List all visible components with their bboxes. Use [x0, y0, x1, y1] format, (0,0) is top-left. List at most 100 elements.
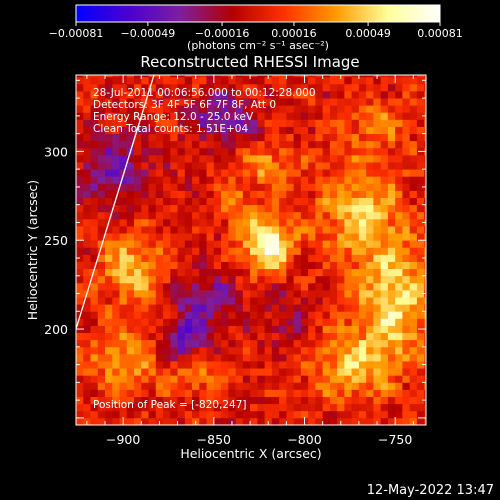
heatmap-cell — [329, 304, 338, 312]
heatmap-cell — [155, 297, 164, 305]
heatmap-cell — [387, 169, 396, 177]
heatmap-cell — [308, 353, 316, 362]
heatmap-cell — [105, 211, 113, 220]
heatmap-image — [76, 75, 426, 425]
heatmap-cell — [315, 147, 324, 156]
heatmap-cell — [409, 346, 418, 355]
heatmap-cell — [373, 112, 382, 120]
heatmap-cell — [177, 353, 186, 362]
heatmap-cell — [315, 112, 324, 120]
heatmap-cell — [257, 176, 265, 184]
heatmap-cell — [112, 275, 120, 284]
heatmap-cell — [184, 140, 193, 149]
heatmap-cell — [126, 98, 135, 106]
heatmap-cell — [76, 119, 84, 127]
heatmap-cell — [141, 389, 149, 397]
heatmap-cell — [213, 76, 222, 85]
heatmap-cell — [279, 318, 287, 326]
heatmap-cell — [170, 176, 178, 184]
heatmap-cell — [213, 275, 222, 284]
heatmap-cell — [155, 126, 164, 135]
heatmap-cell — [344, 389, 353, 397]
heatmap-cell — [409, 403, 418, 412]
heatmap-cell — [322, 268, 331, 277]
heatmap-cell — [264, 261, 273, 270]
heatmap-cell — [242, 183, 251, 191]
heatmap-cell — [424, 90, 426, 99]
heatmap-cell — [126, 83, 135, 92]
heatmap-cell — [402, 83, 411, 92]
heatmap-cell — [329, 83, 338, 92]
heatmap-cell — [387, 176, 396, 184]
heatmap-cell — [148, 375, 157, 383]
heatmap-cell — [242, 417, 251, 425]
heatmap-cell — [279, 268, 287, 277]
heatmap-cell — [402, 410, 411, 419]
heatmap-cell — [213, 289, 222, 298]
heatmap-cell — [155, 396, 164, 405]
heatmap-cell — [264, 162, 273, 170]
heatmap-cell — [112, 218, 120, 227]
heatmap-cell — [76, 169, 84, 177]
heatmap-cell — [337, 76, 345, 85]
heatmap-cell — [199, 311, 207, 319]
heatmap-cell — [373, 396, 382, 405]
heatmap-cell — [235, 204, 244, 213]
heatmap-cell — [250, 403, 258, 412]
heatmap-cell — [126, 389, 135, 397]
heatmap-cell — [402, 275, 411, 284]
heatmap-cell — [402, 332, 411, 341]
heatmap-cell — [315, 183, 324, 191]
heatmap-cell — [155, 112, 164, 120]
heatmap-cell — [416, 254, 425, 262]
heatmap-cell — [242, 204, 251, 213]
heatmap-cell — [105, 289, 113, 298]
heatmap-cell — [170, 375, 178, 383]
heatmap-cell — [112, 297, 120, 305]
heatmap-cell — [148, 147, 157, 156]
heatmap-cell — [366, 261, 374, 270]
heatmap-cell — [257, 233, 265, 241]
heatmap-cell — [424, 403, 426, 412]
heatmap-cell — [344, 282, 353, 291]
heatmap-cell — [76, 339, 84, 348]
heatmap-cell — [387, 133, 396, 142]
heatmap-cell — [134, 197, 142, 206]
heatmap-cell — [315, 254, 324, 262]
heatmap-cell — [300, 105, 309, 113]
heatmap-cell — [97, 75, 106, 78]
heatmap-cell — [148, 325, 157, 334]
heatmap-cell — [351, 176, 360, 184]
heatmap-cell — [90, 396, 99, 405]
heatmap-cell — [163, 268, 171, 277]
heatmap-cell — [271, 311, 280, 319]
heatmap-cell — [293, 83, 302, 92]
heatmap-cell — [395, 218, 403, 227]
heatmap-cell — [148, 218, 157, 227]
heatmap-cell — [177, 154, 186, 163]
heatmap-cell — [242, 275, 251, 284]
heatmap-cell — [126, 268, 135, 277]
heatmap-cell — [329, 75, 338, 78]
heatmap-cell — [315, 375, 324, 383]
heatmap-cell — [97, 332, 106, 341]
heatmap-cell — [380, 353, 389, 362]
heatmap-cell — [271, 261, 280, 270]
heatmap-cell — [155, 282, 164, 291]
heatmap-cell — [206, 417, 215, 425]
heatmap-cell — [395, 204, 403, 213]
heatmap-cell — [402, 289, 411, 298]
heatmap-cell — [105, 105, 113, 113]
heatmap-cell — [134, 126, 142, 135]
heatmap-cell — [395, 183, 403, 191]
heatmap-cell — [373, 133, 382, 142]
y-axis-label: Heliocentric Y (arcsec) — [25, 180, 40, 320]
heatmap-cell — [242, 318, 251, 326]
heatmap-cell — [184, 275, 193, 284]
heatmap-cell — [337, 126, 345, 135]
heatmap-cell — [264, 176, 273, 184]
heatmap-cell — [300, 119, 309, 127]
heatmap-cell — [235, 154, 244, 163]
heatmap-cell — [351, 98, 360, 106]
heatmap-cell — [300, 297, 309, 305]
